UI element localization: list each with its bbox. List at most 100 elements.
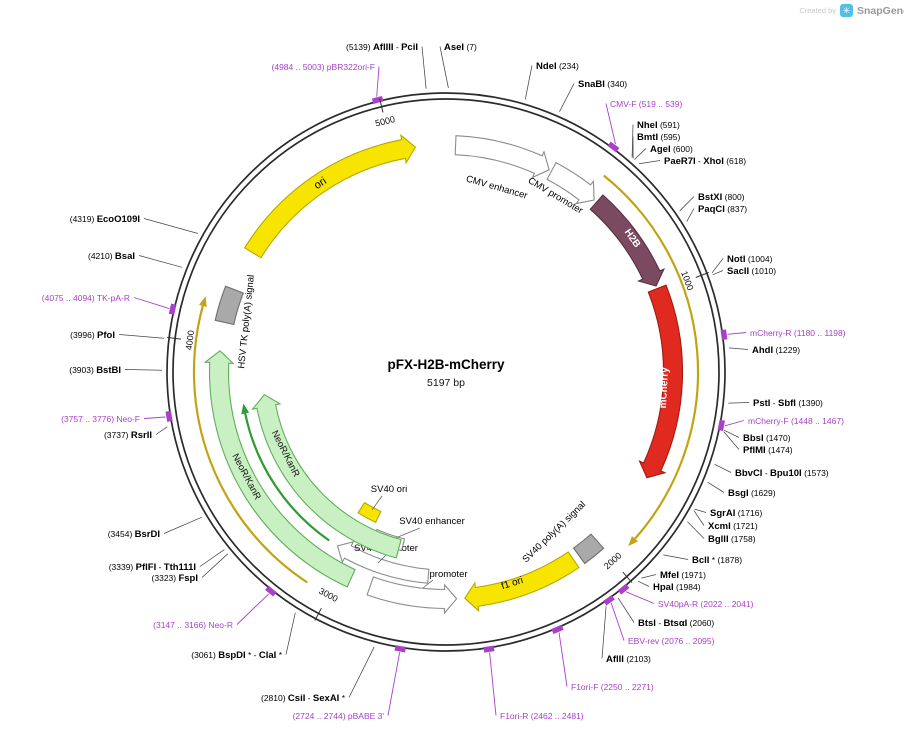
primer-label-pbr322ori-f[interactable]: (4984 .. 5003) pBR322ori-F (272, 62, 375, 72)
plasmid-backbone-inner (172, 98, 720, 646)
primer-label-neo-f[interactable]: (3757 .. 3776) Neo-F (61, 414, 140, 424)
site-label-btsi-bts-i[interactable]: BtsI - BtsαI (2060) (638, 618, 714, 629)
snapgene-logo-glyph: ✳ (843, 6, 851, 16)
site-leader-btsi-bts-i (617, 597, 635, 623)
primer-mark-mcherry-r[interactable] (720, 329, 728, 341)
site-label-pfoi[interactable]: (3996) PfoI (70, 330, 115, 341)
feature-label-sv40-poly-a-signal[interactable]: SV40 poly(A) signal (520, 499, 588, 565)
feature-label-cmv-enhancer[interactable]: CMV enhancer (465, 174, 529, 202)
feature-label-hsv-tk-poly-a-signal[interactable]: HSV TK poly(A) signal (236, 274, 257, 369)
site-label-csii-sexai[interactable]: (2810) CsiI - SexAI * (261, 693, 346, 704)
site-label-ahdi[interactable]: AhdI (1229) (752, 345, 800, 356)
orf-arrowhead-orf-frame-left (199, 296, 207, 307)
primer-mark-tk-pa-r[interactable] (168, 303, 177, 315)
site-label-rsrii[interactable]: (3737) RsrII (104, 430, 152, 441)
site-label-snabi[interactable]: SnaBI (340) (578, 79, 627, 90)
site-label-nhei[interactable]: NheI (591) (637, 120, 680, 131)
site-label-xcmi[interactable]: XcmI (1721) (708, 521, 758, 532)
site-label-paqci[interactable]: PaqCI (837) (698, 204, 747, 215)
primer-mark-pbabe-3[interactable] (394, 645, 406, 653)
site-label-bbvci-bpu10i[interactable]: BbvCI - Bpu10I (1573) (735, 468, 829, 479)
primer-mark-neo-f[interactable] (165, 410, 173, 422)
site-label-bcli[interactable]: BclI * (1878) (692, 555, 742, 566)
primer-mark-cmv-f[interactable] (607, 141, 620, 153)
feature-ori[interactable] (243, 133, 417, 259)
primer-label-sv40pa-r[interactable]: SV40pA-R (2022 .. 2041) (658, 599, 754, 609)
feature-ampr-promoter[interactable] (366, 576, 458, 615)
feature-hsv-tk-poly-a-signal[interactable] (214, 285, 245, 326)
primer-mark-neo-r[interactable] (265, 585, 277, 597)
feature-mcherry[interactable] (638, 284, 684, 479)
primer-label-f1ori-r[interactable]: F1ori-R (2462 .. 2481) (500, 711, 584, 721)
primer-label-tk-pa-r[interactable]: (4075 .. 4094) TK-pA-R (42, 293, 130, 303)
site-label-bsai[interactable]: (4210) BsaI (88, 251, 135, 262)
primer-label-f1ori-f[interactable]: F1ori-F (2250 .. 2271) (571, 682, 654, 692)
site-label-bspdi-clai[interactable]: (3061) BspDI * - ClaI * (191, 650, 282, 661)
site-label-fspi[interactable]: (3323) FspI (152, 573, 198, 584)
primer-mark-f1ori-f[interactable] (551, 624, 564, 635)
site-leader-sgrai (694, 508, 707, 513)
site-label-aflii[interactable]: AflII (2103) (606, 654, 651, 665)
feature-neor-kanr-inner[interactable] (251, 393, 402, 559)
primer-label-mcherry-r[interactable]: mCherry-R (1180 .. 1198) (750, 328, 846, 338)
scale-label-2000: 2000 (602, 550, 624, 571)
feature-cmv-promoter[interactable] (546, 161, 595, 205)
feature-label-ampr-promoter[interactable]: AmpR promoter (400, 569, 467, 580)
feature-label-mcherry[interactable]: mCherry (658, 367, 671, 409)
primer-mark-pbr322ori-f[interactable] (371, 96, 384, 104)
site-label-paer7i-xhoi[interactable]: PaeR7I - XhoI (618) (664, 156, 746, 167)
site-label-ndei[interactable]: NdeI (234) (536, 61, 579, 72)
primer-mark-sv40pa-r[interactable] (617, 583, 630, 595)
site-label-bglii[interactable]: BglII (1758) (708, 534, 756, 545)
primer-label-cmv-f[interactable]: CMV-F (519 .. 539) (610, 99, 682, 109)
feature-leader-sv40-ori (371, 495, 383, 511)
site-label-noti[interactable]: NotI (1004) (727, 254, 773, 265)
site-label-sacii[interactable]: SacII (1010) (727, 266, 776, 277)
feature-cmv-enhancer[interactable] (454, 135, 550, 179)
feature-sv40-promoter[interactable] (336, 541, 430, 584)
site-leader-cmv-f (605, 103, 616, 145)
site-leader-bbsi (723, 429, 740, 438)
site-label-psti-sbfi[interactable]: PstI - SbfI (1390) (753, 398, 823, 409)
site-leader-sv40pa-r (625, 591, 655, 604)
primer-label-ebv-rev[interactable]: EBV-rev (2076 .. 2095) (628, 636, 715, 646)
primer-label-mcherry-f[interactable]: mCherry-F (1448 .. 1467) (748, 416, 844, 426)
scale-tick-1000 (695, 272, 709, 278)
site-label-hpai[interactable]: HpaI (1984) (653, 582, 701, 593)
feature-sv40-poly-a-signal[interactable] (572, 533, 605, 565)
site-label-ecoo109i[interactable]: (4319) EcoO109I (70, 214, 140, 225)
site-label-afliii-pcii[interactable]: (5139) AflIII - PciI (346, 42, 418, 53)
feature-neor-kanr[interactable] (203, 350, 356, 588)
feature-leader-ampr-promoter (422, 579, 434, 589)
site-label-bstbi[interactable]: (3903) BstBI (69, 365, 121, 376)
site-label-agei[interactable]: AgeI (600) (650, 144, 693, 155)
site-label-pflmi[interactable]: PflMI (1474) (743, 445, 793, 456)
orf-arrowhead-neo-orf-arrow (241, 403, 250, 415)
feature-h2b[interactable] (589, 194, 666, 287)
feature-leader-sv40-enhancer (392, 527, 421, 540)
site-label-bbsi[interactable]: BbsI (1470) (743, 433, 791, 444)
site-label-pflfi-tth111i[interactable]: (3339) PflFI - Tth111I (109, 562, 196, 573)
feature-label-sv40-ori[interactable]: SV40 ori (371, 484, 407, 495)
primer-label-neo-r[interactable]: (3147 .. 3166) Neo-R (153, 620, 233, 630)
feature-f1-ori[interactable] (464, 551, 580, 613)
plasmid-title: pFX-H2B-mCherry (387, 357, 505, 372)
feature-sv40-ori[interactable] (357, 501, 382, 524)
site-label-mfei[interactable]: MfeI (1971) (660, 570, 706, 581)
primer-label-pbabe-3[interactable]: (2724 .. 2744) pBABE 3' (293, 711, 385, 721)
feature-label-ori[interactable]: ori (312, 175, 329, 192)
site-label-bsgi[interactable]: BsgI (1629) (728, 488, 776, 499)
site-label-bsrdi[interactable]: (3454) BsrDI (108, 529, 160, 540)
primer-mark-f1ori-r[interactable] (483, 645, 495, 653)
site-label-asei[interactable]: AseI (7) (444, 42, 477, 53)
primer-mark-ebv-rev[interactable] (603, 594, 615, 606)
site-label-bstxi[interactable]: BstXI (800) (698, 192, 745, 203)
site-label-bmti[interactable]: BmtI (595) (637, 132, 680, 143)
feature-label-sv40-enhancer[interactable]: SV40 enhancer (399, 516, 465, 527)
site-leader-snabi (559, 83, 575, 112)
primer-mark-mcherry-f[interactable] (717, 419, 726, 431)
plasmid-size: 5197 bp (427, 377, 465, 389)
site-leader-bstxi (679, 196, 695, 212)
site-label-sgrai[interactable]: SgrAI (1716) (710, 508, 762, 519)
